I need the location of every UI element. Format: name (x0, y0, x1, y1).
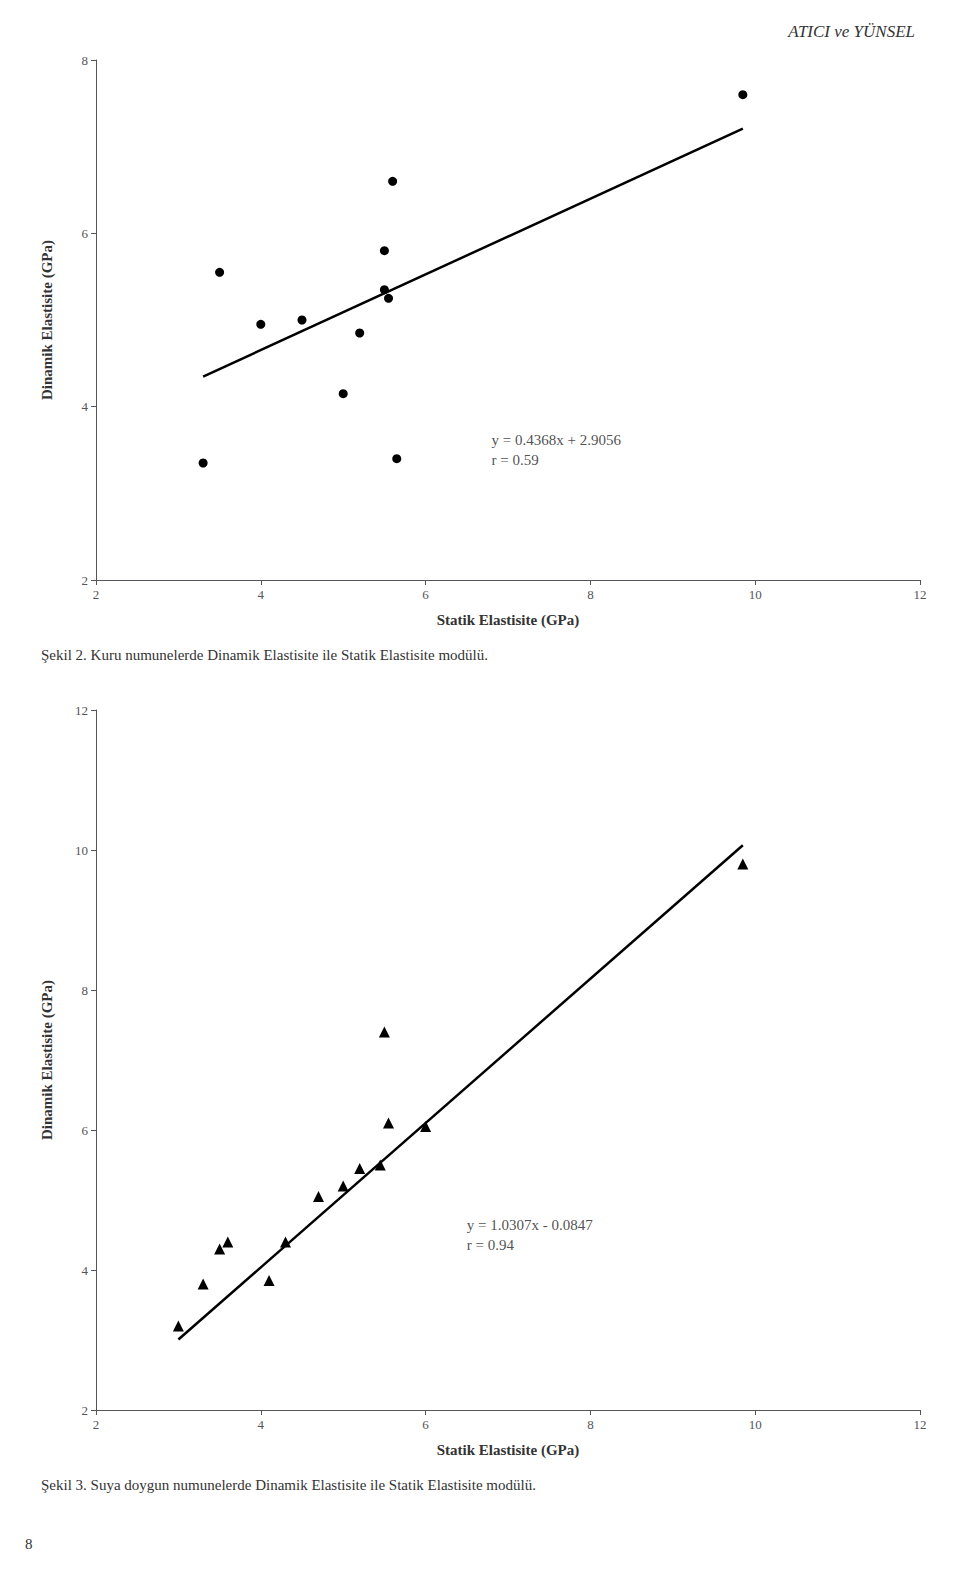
svg-text:6: 6 (422, 1417, 429, 1432)
svg-text:8: 8 (82, 983, 89, 998)
svg-text:4: 4 (258, 587, 265, 602)
svg-text:10: 10 (749, 587, 762, 602)
svg-text:4: 4 (82, 399, 89, 414)
svg-text:Dinamik Elastisite (GPa): Dinamik Elastisite (GPa) (39, 980, 56, 1140)
svg-text:6: 6 (82, 226, 89, 241)
svg-text:2: 2 (82, 573, 89, 588)
svg-text:2: 2 (82, 1403, 89, 1418)
svg-text:y = 0.4368x + 2.9056: y = 0.4368x + 2.9056 (492, 432, 622, 448)
svg-text:12: 12 (914, 1417, 927, 1432)
svg-text:2: 2 (93, 587, 100, 602)
svg-text:8: 8 (587, 1417, 594, 1432)
svg-text:ATICI ve YÜNSEL: ATICI ve YÜNSEL (787, 22, 915, 41)
svg-text:10: 10 (75, 843, 88, 858)
svg-text:6: 6 (422, 587, 429, 602)
svg-text:12: 12 (914, 587, 927, 602)
svg-text:2: 2 (93, 1417, 100, 1432)
svg-text:Şekil 3. Suya doygun numuneler: Şekil 3. Suya doygun numunelerde Dinamik… (41, 1477, 536, 1493)
svg-text:8: 8 (25, 1536, 33, 1552)
svg-text:10: 10 (749, 1417, 762, 1432)
svg-text:8: 8 (587, 587, 594, 602)
svg-text:Statik Elastisite (GPa): Statik Elastisite (GPa) (437, 612, 580, 629)
svg-text:r = 0.94: r = 0.94 (467, 1237, 515, 1253)
svg-text:6: 6 (82, 1123, 89, 1138)
svg-text:4: 4 (258, 1417, 265, 1432)
svg-text:Dinamik Elastisite (GPa): Dinamik Elastisite (GPa) (39, 240, 56, 400)
svg-text:12: 12 (75, 703, 88, 718)
svg-text:r = 0.59: r = 0.59 (492, 452, 539, 468)
svg-text:y = 1.0307x - 0.0847: y = 1.0307x - 0.0847 (467, 1217, 593, 1233)
svg-text:8: 8 (82, 53, 89, 68)
svg-text:Şekil 2. Kuru numunelerde Dina: Şekil 2. Kuru numunelerde Dinamik Elasti… (41, 647, 488, 663)
svg-text:Statik Elastisite (GPa): Statik Elastisite (GPa) (437, 1442, 580, 1459)
svg-text:4: 4 (82, 1263, 89, 1278)
